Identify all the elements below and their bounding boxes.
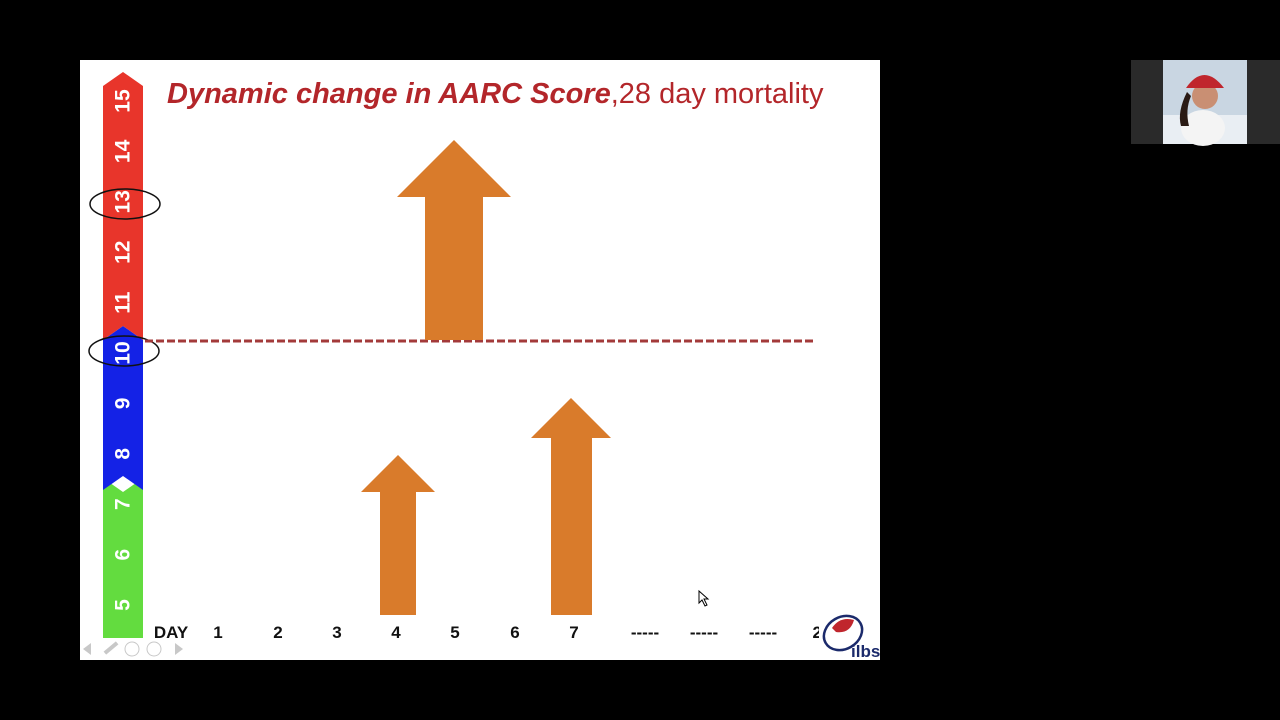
mouse-cursor xyxy=(698,589,710,607)
scale-label: 10 xyxy=(112,341,135,364)
slide-title: Dynamic change in AARC Score,28 day mort… xyxy=(167,78,824,110)
scale-label: 13 xyxy=(112,190,135,213)
scale-label: 8 xyxy=(112,448,135,460)
scale-label: 5 xyxy=(112,599,135,611)
scale-label: 11 xyxy=(112,291,135,314)
slide-controls[interactable] xyxy=(83,641,183,657)
day-label: 5 xyxy=(450,623,459,642)
pen-button[interactable] xyxy=(103,641,119,655)
up-arrow xyxy=(397,140,511,340)
scale-label: 7 xyxy=(112,498,135,510)
next-button[interactable] xyxy=(175,643,183,655)
day-label: 7 xyxy=(569,623,578,642)
day-label: 6 xyxy=(510,623,519,642)
webcam-person-body xyxy=(1181,110,1225,146)
title-emphasis: Dynamic change in AARC Score xyxy=(167,78,611,110)
prev-button[interactable] xyxy=(83,643,91,655)
day-label: 2 xyxy=(273,623,282,642)
webcam-person-hat xyxy=(1186,75,1224,88)
scale-label: 9 xyxy=(112,398,135,410)
highlight-ellipse xyxy=(88,335,160,367)
scale-red xyxy=(103,72,143,340)
title-rest: ,28 day mortality xyxy=(611,78,824,110)
scale-label: 15 xyxy=(112,89,135,113)
day-label: ----- xyxy=(749,623,777,642)
score-scale: 15 14 13 12 11 10 9 8 7 6 5 xyxy=(88,72,161,638)
up-arrow xyxy=(361,455,435,615)
webcam-person-hair xyxy=(1179,92,1191,126)
scale-green xyxy=(103,478,143,638)
view-button[interactable] xyxy=(124,641,140,657)
slide xyxy=(80,60,880,660)
day-label: 1 xyxy=(213,623,222,642)
logo-swoosh xyxy=(822,614,864,652)
scale-label: 12 xyxy=(112,241,135,264)
scale-labels: 15 14 13 12 11 10 9 8 7 6 5 xyxy=(112,89,135,611)
webcam-person-face xyxy=(1192,83,1218,109)
day-label: 3 xyxy=(332,623,341,642)
scale-label: 14 xyxy=(112,139,135,163)
day-label: DAY xyxy=(154,623,189,642)
logo-liver xyxy=(832,619,854,633)
scale-blue xyxy=(103,326,143,490)
logo-text: ilbs xyxy=(851,642,880,661)
highlight-ellipse xyxy=(89,188,161,220)
scale-label: 6 xyxy=(112,549,135,561)
more-button[interactable] xyxy=(146,641,162,657)
up-arrow xyxy=(531,398,611,615)
day-label: ----- xyxy=(690,623,718,642)
day-label: ----- xyxy=(631,623,659,642)
day-label: 4 xyxy=(391,623,401,642)
